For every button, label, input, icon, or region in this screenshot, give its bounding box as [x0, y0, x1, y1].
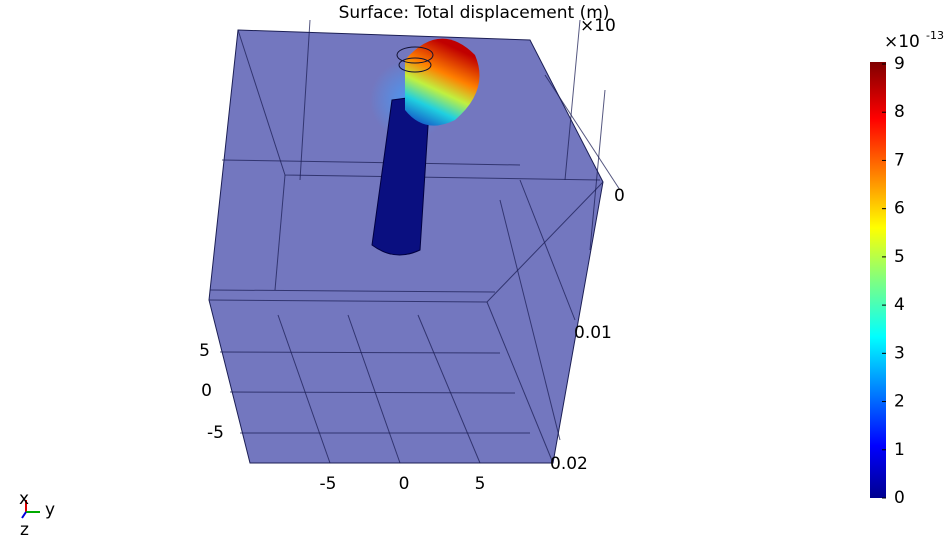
x-tick-label: -5	[320, 474, 337, 494]
triad-axis	[21, 511, 27, 519]
y-tick-label: -5	[207, 423, 224, 443]
colorbar-tick-label: 1	[894, 440, 905, 460]
colorbar-tick-label: 8	[894, 102, 905, 122]
z-multiplier: ×10	[580, 16, 616, 36]
z-tick-label: 0	[614, 186, 625, 206]
triad-label: y	[45, 500, 55, 520]
colorbar-tick-label: 9	[894, 54, 905, 74]
y-tick-label: 0	[201, 381, 212, 401]
colorbar-tick-label: 0	[894, 488, 905, 508]
triad-label: x	[19, 489, 29, 509]
colorbar-tick-label: 3	[894, 343, 905, 363]
colorbar	[870, 62, 886, 498]
y-tick-label: 5	[199, 341, 210, 361]
colorbar-multiplier: ×10	[884, 32, 920, 52]
triad-label: z	[20, 520, 29, 540]
geometry-box	[208, 19, 621, 464]
colorbar-tick-label: 5	[894, 247, 905, 267]
colorbar-exponent: -13	[926, 29, 944, 42]
x-tick-label: 5	[475, 474, 486, 494]
colorbar-tick-label: 4	[894, 295, 905, 315]
z-tick-label: 0.02	[550, 454, 588, 474]
z-tick-label: 0.01	[574, 323, 612, 343]
plot-title: Surface: Total displacement (m)	[339, 3, 610, 23]
colorbar-tick-label: 2	[894, 392, 905, 412]
colorbar-tick-label: 7	[894, 150, 905, 170]
x-tick-label: 0	[399, 474, 410, 494]
colorbar-tick-label: 6	[894, 199, 905, 219]
